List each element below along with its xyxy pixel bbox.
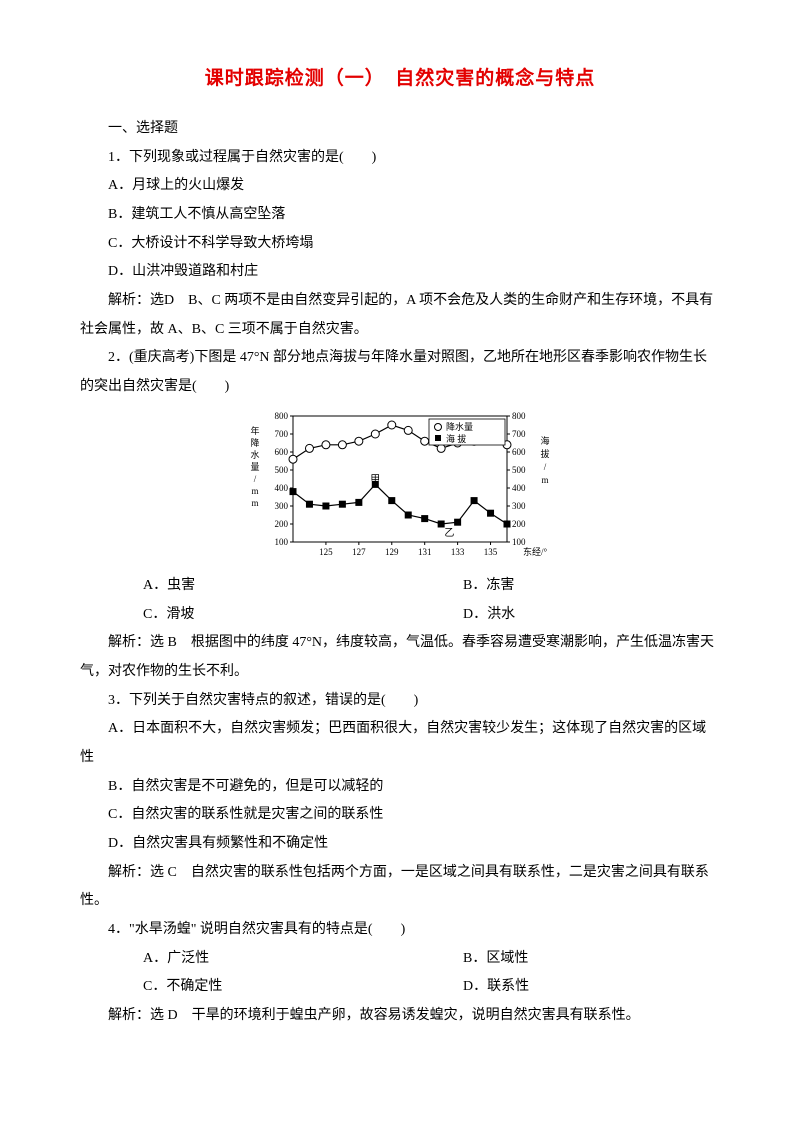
- q2-opt-c: C．滑坡: [80, 601, 400, 630]
- svg-text:m: m: [251, 498, 258, 508]
- svg-text:133: 133: [451, 547, 465, 557]
- svg-text:300: 300: [512, 501, 526, 511]
- svg-text:年: 年: [250, 425, 259, 436]
- svg-text:800: 800: [512, 411, 526, 421]
- q2-opt-a: A．虫害: [80, 572, 400, 601]
- page: 课时跟踪检测（一） 自然灾害的概念与特点 一、选择题 1．下列现象或过程属于自然…: [0, 0, 800, 1071]
- q1-stem: 1．下列现象或过程属于自然灾害的是( ): [80, 144, 720, 173]
- q2-opts-row2: C．滑坡 D．洪水: [80, 601, 720, 630]
- svg-text:600: 600: [275, 447, 289, 457]
- q3-opt-c: C．自然灾害的联系性就是灾害之间的联系性: [80, 801, 720, 830]
- svg-text:500: 500: [512, 465, 526, 475]
- q3-answer: 解析：选 C 自然灾害的联系性包括两个方面，一是区域之间具有联系性，二是灾害之间…: [80, 859, 720, 916]
- q1-opt-c: C．大桥设计不科学导致大桥垮塌: [80, 230, 720, 259]
- svg-text:/: /: [544, 462, 547, 472]
- q4-opt-b: B．区域性: [400, 945, 720, 974]
- svg-text:129: 129: [385, 547, 399, 557]
- q2-stem: 2．(重庆高考)下图是 47°N 部分地点海拔与年降水量对照图，乙地所在地形区春…: [80, 344, 720, 401]
- q2-opt-d: D．洪水: [400, 601, 720, 630]
- svg-text:100: 100: [512, 537, 526, 547]
- svg-text:400: 400: [512, 483, 526, 493]
- svg-text:海: 海: [540, 435, 549, 446]
- q4-opt-a: A．广泛性: [80, 945, 400, 974]
- svg-text:量: 量: [250, 462, 259, 472]
- svg-text:300: 300: [275, 501, 289, 511]
- svg-text:/: /: [254, 474, 257, 484]
- q3-opt-d: D．自然灾害具有频繁性和不确定性: [80, 830, 720, 859]
- q4-opts-row2: C．不确定性 D．联系性: [80, 973, 720, 1002]
- svg-text:200: 200: [275, 519, 289, 529]
- svg-text:水: 水: [250, 449, 259, 460]
- q4-opt-c: C．不确定性: [80, 973, 400, 1002]
- page-title: 课时跟踪检测（一） 自然灾害的概念与特点: [80, 60, 720, 99]
- svg-text:海 拔: 海 拔: [446, 433, 466, 444]
- svg-text:拔: 拔: [540, 448, 549, 459]
- q4-opt-d: D．联系性: [400, 973, 720, 1002]
- svg-text:400: 400: [275, 483, 289, 493]
- svg-text:131: 131: [418, 547, 432, 557]
- chart-svg: 100 200 300 400 500 600 700 800 100 200 300 400 500 6…: [245, 408, 555, 568]
- q2-answer: 解析：选 B 根据图中的纬度 47°N，纬度较高，气温低。春季容易遭受寒潮影响，…: [80, 629, 720, 686]
- svg-text:135: 135: [484, 547, 498, 557]
- svg-text:127: 127: [352, 547, 366, 557]
- q2-chart: 100 200 300 400 500 600 700 800 100 200 300 400 500 6…: [80, 408, 720, 568]
- svg-text:600: 600: [512, 447, 526, 457]
- q4-answer: 解析：选 D 干旱的环境利于蝗虫产卵，故容易诱发蝗灾，说明自然灾害具有联系性。: [80, 1002, 720, 1031]
- svg-text:200: 200: [512, 519, 526, 529]
- q3-stem: 3．下列关于自然灾害特点的叙述，错误的是( ): [80, 687, 720, 716]
- q3-opt-a: A．日本面积不大，自然灾害频发；巴西面积很大，自然灾害较少发生；这体现了自然灾害…: [80, 715, 720, 772]
- q1-opt-d: D．山洪冲毁道路和村庄: [80, 258, 720, 287]
- svg-text:m: m: [251, 486, 258, 496]
- svg-text:125: 125: [319, 547, 333, 557]
- q2-opts-row1: A．虫害 B．冻害: [80, 572, 720, 601]
- q1-opt-a: A．月球上的火山爆发: [80, 172, 720, 201]
- q4-stem: 4．"水旱汤蝗" 说明自然灾害具有的特点是( ): [80, 916, 720, 945]
- svg-text:700: 700: [512, 429, 526, 439]
- svg-text:降水量: 降水量: [446, 421, 473, 432]
- q1-answer: 解析：选D B、C 两项不是由自然变异引起的，A 项不会危及人类的生命财产和生存…: [80, 287, 720, 344]
- svg-text:100: 100: [275, 537, 289, 547]
- q4-opts-row1: A．广泛性 B．区域性: [80, 945, 720, 974]
- q2-opt-b: B．冻害: [400, 572, 720, 601]
- q1-opt-b: B．建筑工人不慎从高空坠落: [80, 201, 720, 230]
- section-heading: 一、选择题: [80, 115, 720, 144]
- svg-text:东经/°: 东经/°: [523, 546, 548, 557]
- svg-text:降: 降: [250, 437, 259, 448]
- svg-text:800: 800: [275, 411, 289, 421]
- q3-opt-b: B．自然灾害是不可避免的，但是可以减轻的: [80, 773, 720, 802]
- svg-text:500: 500: [275, 465, 289, 475]
- svg-text:甲: 甲: [370, 474, 380, 485]
- svg-text:700: 700: [275, 429, 289, 439]
- svg-text:m: m: [541, 475, 548, 485]
- svg-text:乙: 乙: [444, 527, 454, 539]
